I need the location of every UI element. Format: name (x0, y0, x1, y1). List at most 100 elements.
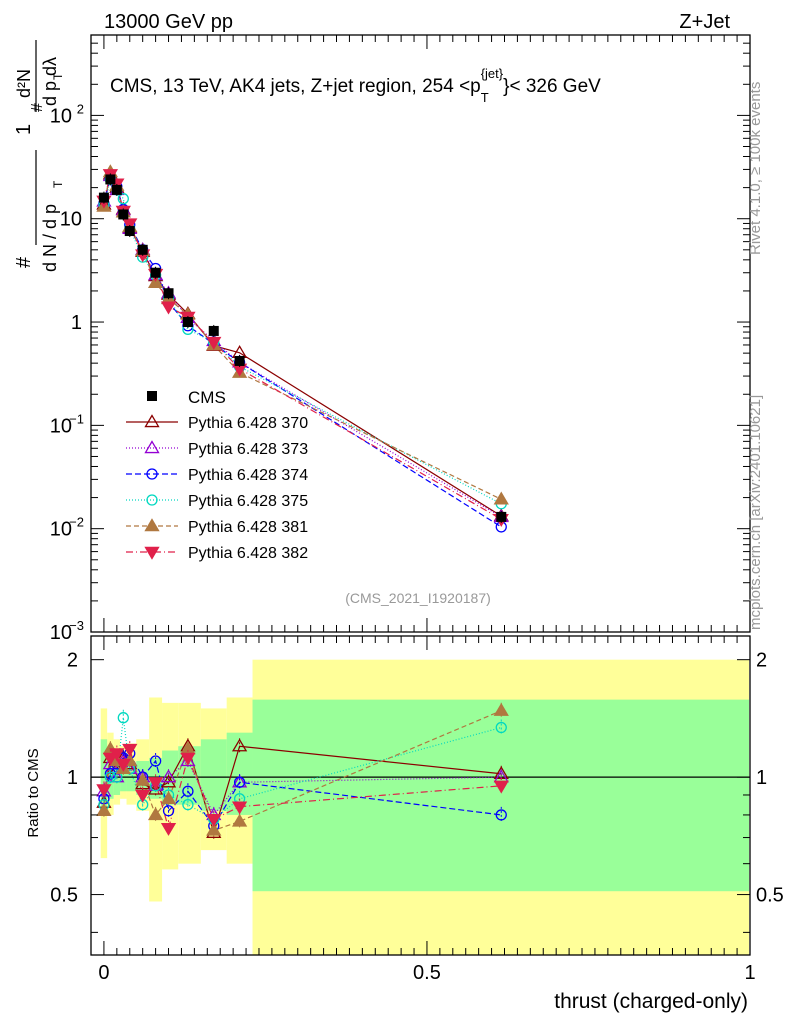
ratio-point-s5-10 (231, 801, 248, 815)
y-label-one: 1 (13, 124, 35, 135)
legend-marker-1 (144, 440, 160, 454)
y-tick-label: 1 (71, 312, 82, 334)
y-label-t-sub-2: T (51, 72, 65, 80)
main-frame (90, 34, 751, 633)
main-line-1 (103, 174, 502, 518)
ratio-point-s5-1 (102, 752, 119, 766)
ratio-point-s4-7 (160, 791, 177, 804)
ratio-point-s3-11 (495, 721, 507, 734)
main-point-s5-4 (122, 218, 138, 232)
ratio-line-2 (103, 752, 502, 827)
ratio-bands (91, 659, 750, 955)
ratio-point-s1-7 (160, 769, 177, 783)
ratio-tick-label-left: 0.5 (50, 885, 78, 907)
legend-label-5: Pythia 6.428 382 (188, 545, 308, 562)
ratio-point-s3-8 (182, 799, 194, 811)
legend-marker-2 (146, 468, 158, 480)
y-tick-label: 10 (50, 519, 72, 541)
data-point-2 (111, 184, 122, 195)
legend-label-2: Pythia 6.428 374 (188, 467, 308, 484)
legend-label-4: Pythia 6.428 381 (188, 519, 308, 536)
ratio-tick-label-right: 1 (756, 767, 767, 789)
data-point-10 (234, 355, 245, 366)
ratio-point-s5-2 (109, 748, 125, 762)
ratio-point-s5-0 (96, 784, 112, 798)
ratio-point-s5-3 (115, 758, 131, 772)
y-tick-label: 10 (60, 209, 82, 231)
energy-label: 13000 GeV pp (104, 11, 233, 33)
ratio-tick-label-left: 2 (67, 650, 78, 672)
ratio-tick-label-right: 0.5 (756, 885, 784, 907)
x-tick-label: 1 (744, 962, 755, 984)
ratio-point-s5-6 (147, 777, 164, 791)
legend-marker-3 (146, 494, 158, 506)
plot-title-end: }< 326 GeV (503, 76, 601, 97)
ratio-frame (90, 635, 751, 956)
y-tick-label: 10 (50, 105, 72, 127)
x-tick-label: 0.5 (413, 962, 441, 984)
data-point-4 (124, 226, 135, 237)
x-axis-label: thrust (charged-only) (554, 990, 748, 1013)
mcplots-reference: mcplots.cern.ch [arXiv:2401.10621] (747, 395, 764, 630)
plot-title: CMS, 13 TeV, AK4 jets, Z+jet region, 254… (110, 66, 601, 105)
ratio-point-s4-10 (231, 813, 248, 827)
band-inner-0 (100, 739, 108, 811)
ratio-point-s2-11 (495, 809, 507, 821)
y-label-t-sub-1: T (51, 180, 65, 188)
ratio-point-s5-11 (493, 780, 509, 794)
legend-marker-4 (144, 518, 160, 532)
main-point-s5-9 (206, 336, 222, 350)
y-label-dn-dpt: d N / d p (40, 204, 60, 272)
ratio-point-s2-6 (149, 755, 162, 767)
legend-marker-5 (144, 546, 160, 560)
data-point-9 (208, 325, 219, 336)
legend-label-data: CMS (188, 388, 226, 407)
y-label-hash-2: # (29, 103, 46, 112)
y-label-d2n: d²N (14, 69, 34, 98)
ratio-point-s5-9 (206, 814, 222, 828)
process-label: Z+Jet (679, 11, 730, 33)
ratio-point-s4-11 (493, 702, 509, 716)
y-tick-exponent: 2 (77, 101, 84, 116)
ratio-point-s2-10 (233, 776, 246, 788)
data-point-1 (105, 174, 116, 185)
legend-label-1: Pythia 6.428 373 (188, 441, 308, 458)
ratio-point-s5-4 (122, 743, 138, 757)
band-inner-2 (113, 757, 121, 795)
main-point-s4-11 (493, 491, 509, 505)
data-point-8 (182, 317, 193, 328)
ratio-tick-label-left: 1 (67, 767, 78, 789)
ratio-point-s4-9 (206, 822, 222, 836)
legend: CMS Pythia 6.428 370 Pythia 6.428 373 Pythi… (126, 388, 308, 562)
y-tick-exponent: −1 (69, 411, 84, 426)
y-tick-label: 10 (50, 622, 72, 644)
plot-title-main: CMS, 13 TeV, AK4 jets, Z+jet region, 254… (110, 76, 481, 97)
y-axis-label: # 1 d N / d p T # d²N d p dλ T (13, 40, 65, 272)
y-tick-exponent: −2 (69, 515, 84, 530)
ratio-point-s4-6 (147, 807, 164, 821)
legend-label-3: Pythia 6.428 375 (188, 493, 308, 510)
plot-title-sub: T (481, 90, 489, 105)
plot-title-sup: {jet} (481, 66, 504, 81)
data-point-7 (163, 288, 174, 299)
ratio-point-s5-7 (160, 822, 177, 836)
series-markers (96, 164, 509, 841)
main-line-0 (103, 172, 502, 517)
band-outer-6 (149, 697, 163, 902)
ratio-point-s5-8 (180, 752, 196, 766)
main-point-s3-3 (117, 193, 129, 205)
data-point-3 (118, 209, 129, 220)
data-point-6 (150, 267, 161, 278)
ratio-tick-label-right: 2 (756, 650, 767, 672)
legend-marker-data (147, 391, 157, 401)
y-tick-exponent: −3 (69, 618, 84, 633)
y-tick-label: 10 (50, 415, 72, 437)
analysis-id: (CMS_2021_I1920187) (345, 590, 491, 606)
legend-label-0: Pythia 6.428 370 (188, 415, 308, 432)
y-label-dpt-dlambda: d p dλ (40, 57, 60, 106)
data-point-0 (98, 192, 109, 203)
data-point-11 (496, 511, 507, 522)
main-point-s5-7 (160, 301, 177, 315)
